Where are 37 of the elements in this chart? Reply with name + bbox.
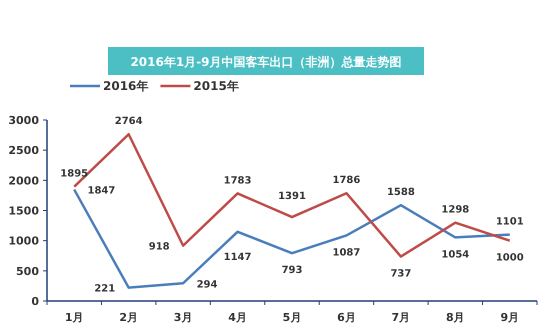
data-label: 1391 [278, 191, 306, 202]
legend-label: 2015年 [193, 79, 239, 93]
data-label: 294 [196, 279, 218, 290]
data-label: 1786 [332, 175, 360, 186]
x-tick-label: 4月 [228, 311, 247, 324]
y-tick-label: 2000 [8, 174, 40, 188]
x-tick-label: 6月 [337, 311, 356, 324]
x-tick-label: 1月 [64, 311, 84, 324]
title: 2016年1月-9月中国客车出口（非洲）总量走势图 [108, 47, 424, 75]
y-tick-label: 3000 [8, 114, 40, 127]
data-label: 1000 [496, 252, 524, 264]
chart-title: 2016年1月-9月中国客车出口（非洲）总量走势图 [130, 55, 402, 69]
data-label: 1783 [224, 175, 252, 186]
x-tick-label: 3月 [174, 311, 192, 324]
x-tick-label: 8月 [446, 311, 465, 324]
data-label: 221 [94, 284, 116, 295]
data-label: 1147 [224, 252, 252, 263]
data-label: 737 [390, 268, 412, 280]
data-label: 1101 [496, 216, 524, 228]
y-tick-label: 1500 [8, 204, 40, 218]
x-tick-label: 5月 [282, 311, 302, 324]
y-tick-label: 2500 [8, 144, 40, 158]
data-label: 793 [282, 265, 302, 276]
data-label: 1087 [332, 247, 360, 258]
legend-label: 2016年 [103, 79, 148, 93]
y-tick-label: 500 [16, 264, 40, 278]
data-label: 1054 [441, 249, 470, 260]
data-label: 1847 [88, 186, 116, 197]
y-tick-label: 1000 [8, 234, 40, 248]
data-label: 918 [148, 242, 170, 253]
x-tick-label: 7月 [392, 311, 410, 324]
x-tick-label: 2月 [119, 311, 138, 324]
data-label: 1588 [386, 187, 415, 198]
data-label: 2764 [114, 116, 143, 128]
data-label: 1298 [441, 204, 470, 216]
x-tick-label: 9月 [500, 311, 520, 324]
y-tick-label: 0 [31, 295, 40, 308]
